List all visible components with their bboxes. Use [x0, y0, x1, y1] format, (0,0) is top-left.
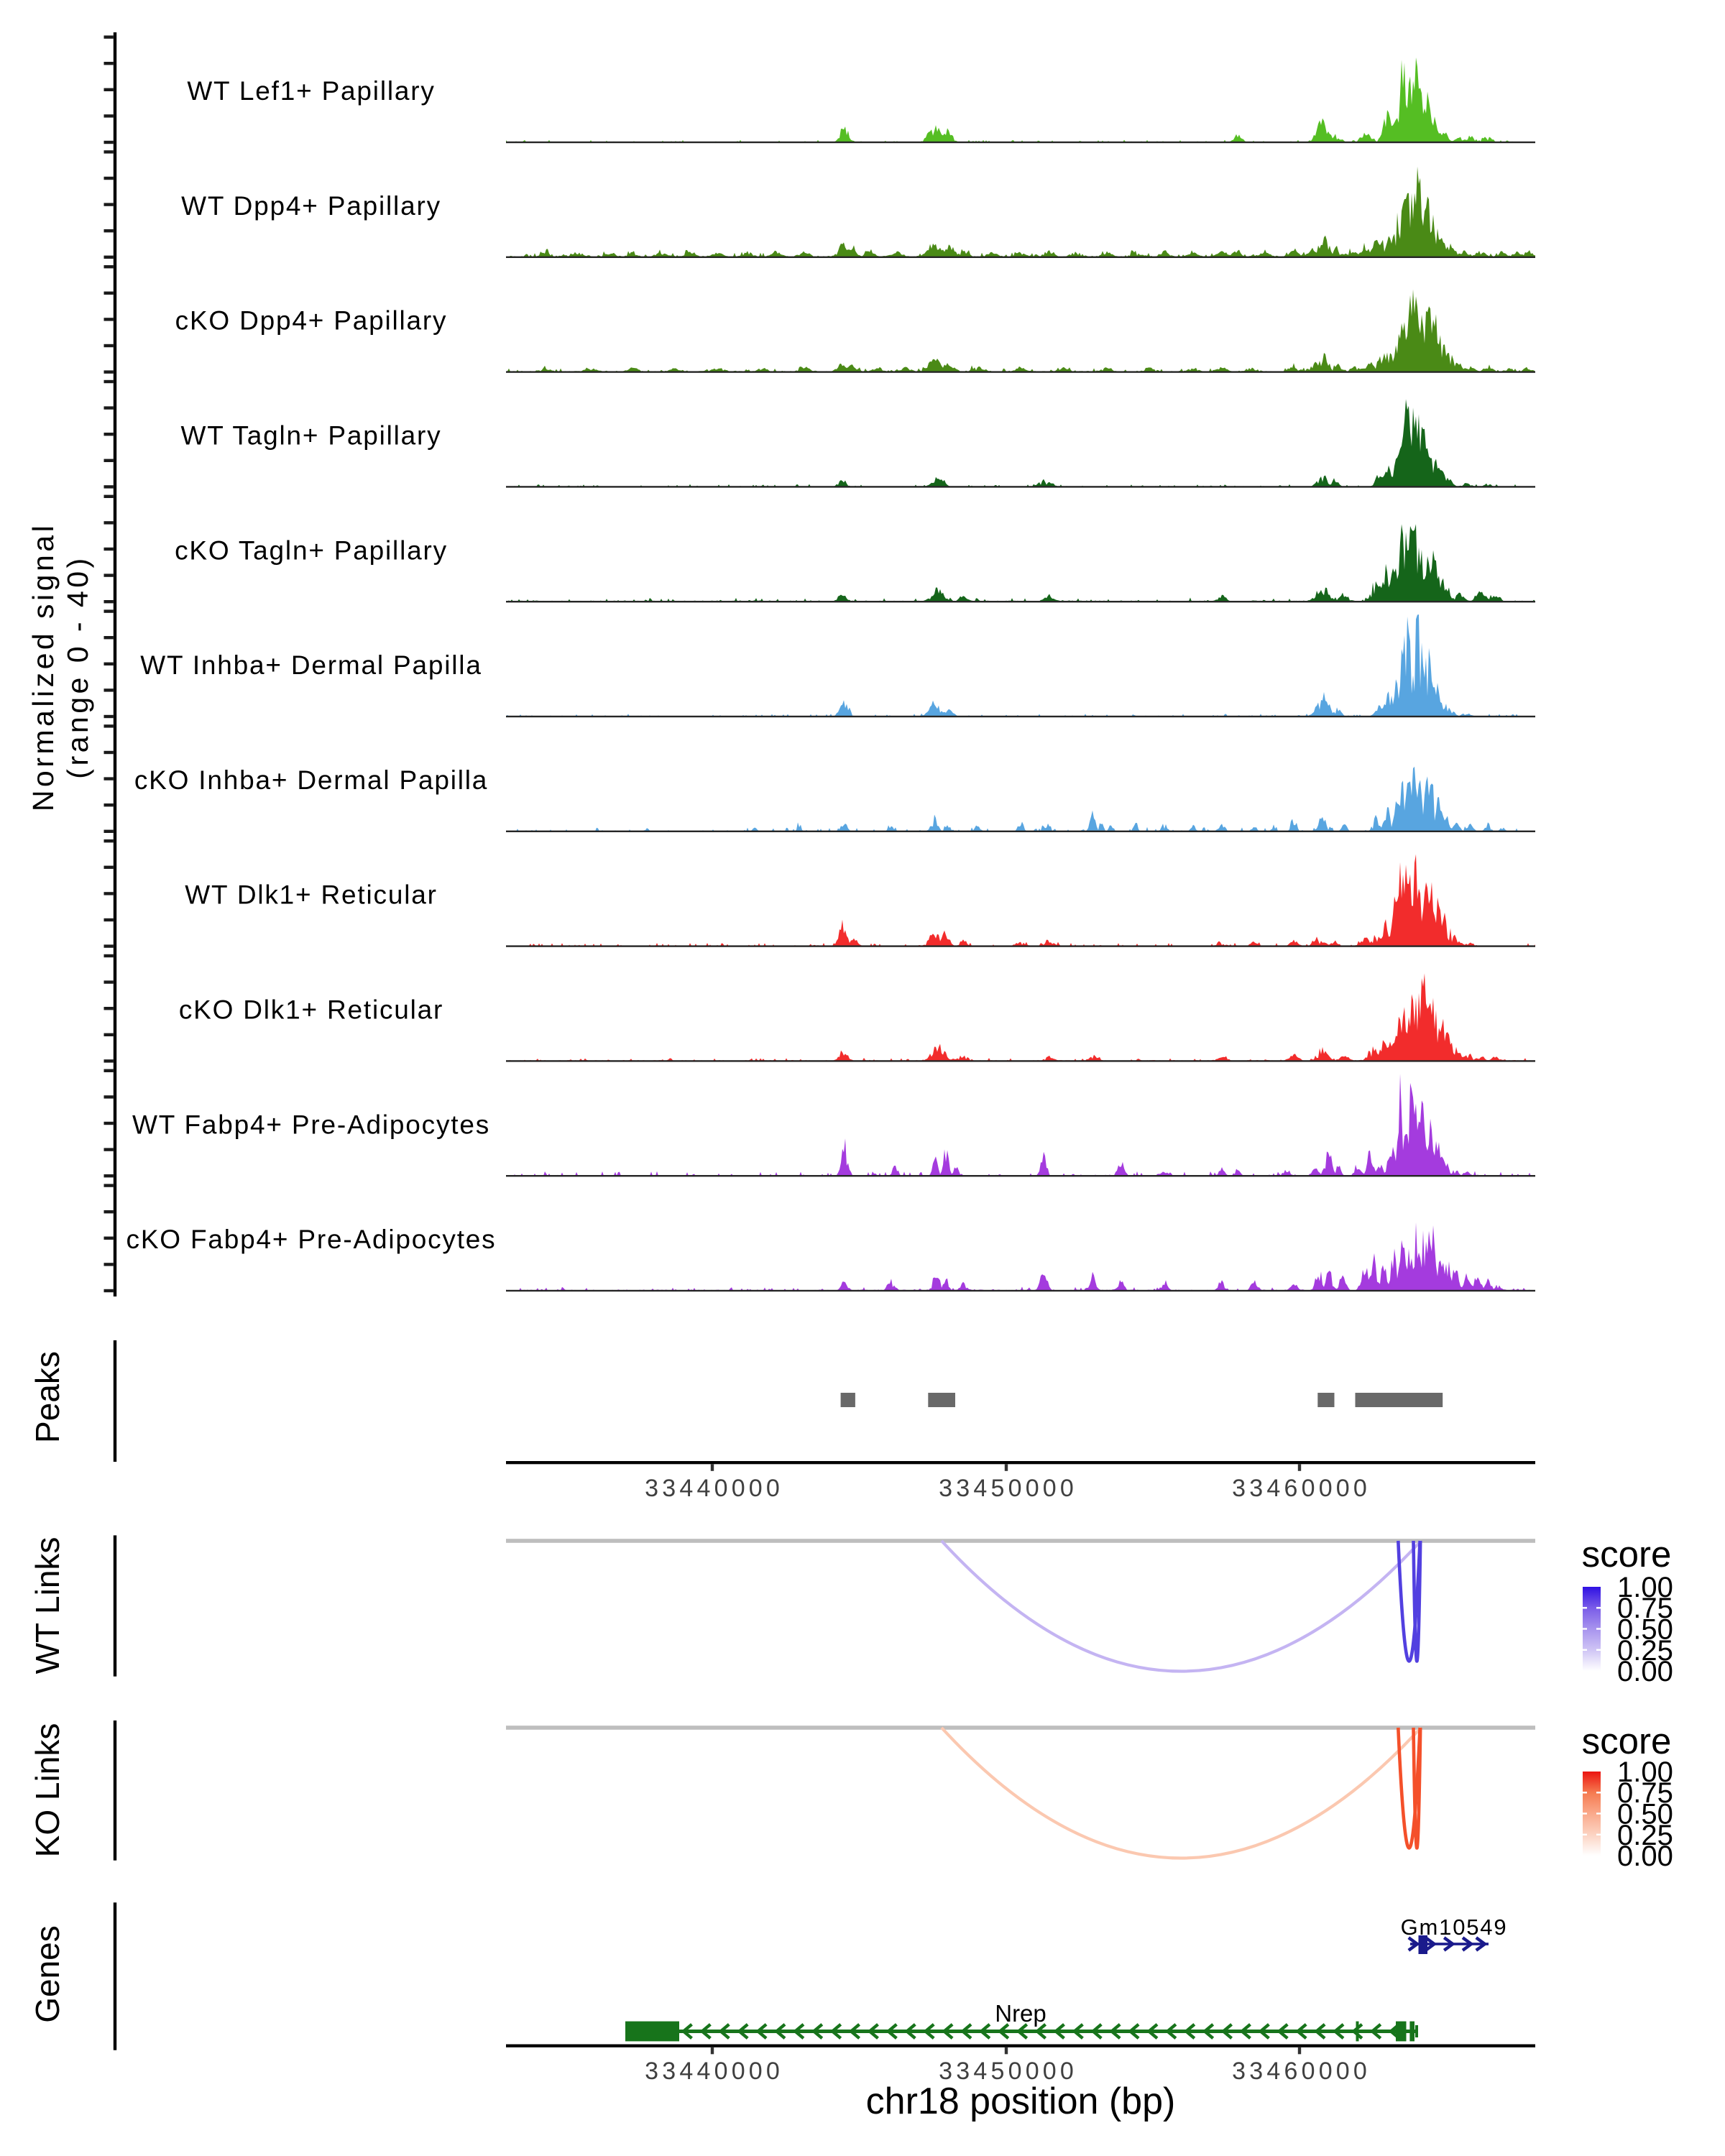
- svg-text:WT Inhba+ Dermal Papilla: WT Inhba+ Dermal Papilla: [140, 650, 482, 680]
- svg-text:33450000: 33450000: [939, 2058, 1077, 2085]
- svg-text:WT Tagln+ Papillary: WT Tagln+ Papillary: [181, 421, 442, 451]
- svg-text:33460000: 33460000: [1232, 1475, 1371, 1502]
- svg-text:0.50: 0.50: [1617, 1799, 1673, 1830]
- svg-text:cKO Dlk1+ Reticular: cKO Dlk1+ Reticular: [179, 995, 443, 1025]
- svg-text:score: score: [1582, 1720, 1672, 1761]
- svg-text:WT Dlk1+ Reticular: WT Dlk1+ Reticular: [185, 880, 437, 910]
- svg-text:Genes: Genes: [29, 1925, 66, 2023]
- svg-text:0.25: 0.25: [1617, 1820, 1673, 1851]
- svg-text:0.50: 0.50: [1617, 1614, 1673, 1646]
- svg-text:KO Links: KO Links: [29, 1723, 66, 1858]
- svg-text:score: score: [1582, 1534, 1672, 1575]
- svg-text:WT Fabp4+ Pre-Adipocytes: WT Fabp4+ Pre-Adipocytes: [132, 1110, 490, 1139]
- svg-text:1.00: 1.00: [1617, 1572, 1673, 1603]
- svg-text:0.00: 0.00: [1617, 1656, 1673, 1687]
- svg-text:WT Lef1+ Papillary: WT Lef1+ Papillary: [187, 76, 435, 106]
- svg-text:Gm10549: Gm10549: [1401, 1915, 1508, 1940]
- svg-text:33440000: 33440000: [645, 2058, 783, 2085]
- svg-text:cKO Fabp4+ Pre-Adipocytes: cKO Fabp4+ Pre-Adipocytes: [126, 1225, 497, 1254]
- svg-text:33450000: 33450000: [939, 1475, 1077, 1502]
- svg-text:0.25: 0.25: [1617, 1635, 1673, 1667]
- svg-text:0.75: 0.75: [1617, 1593, 1673, 1624]
- svg-text:chr18 position (bp): chr18 position (bp): [866, 2081, 1176, 2122]
- svg-text:0.75: 0.75: [1617, 1777, 1673, 1809]
- svg-text:cKO Inhba+ Dermal Papilla: cKO Inhba+ Dermal Papilla: [134, 765, 488, 795]
- svg-text:Normalized signal: Normalized signal: [27, 522, 60, 811]
- svg-text:cKO Dpp4+ Papillary: cKO Dpp4+ Papillary: [175, 306, 448, 336]
- svg-text:Peaks: Peaks: [29, 1351, 66, 1443]
- svg-text:WT Links: WT Links: [29, 1537, 66, 1674]
- svg-text:Nrep: Nrep: [995, 2000, 1046, 2027]
- svg-text:WT Dpp4+ Papillary: WT Dpp4+ Papillary: [181, 191, 441, 221]
- svg-text:33440000: 33440000: [645, 1475, 783, 1502]
- svg-text:cKO Tagln+ Papillary: cKO Tagln+ Papillary: [175, 535, 448, 565]
- svg-text:0.00: 0.00: [1617, 1841, 1673, 1872]
- svg-text:1.00: 1.00: [1617, 1756, 1673, 1788]
- svg-text:33460000: 33460000: [1232, 2058, 1371, 2085]
- svg-text:(range 0 - 40): (range 0 - 40): [61, 555, 94, 778]
